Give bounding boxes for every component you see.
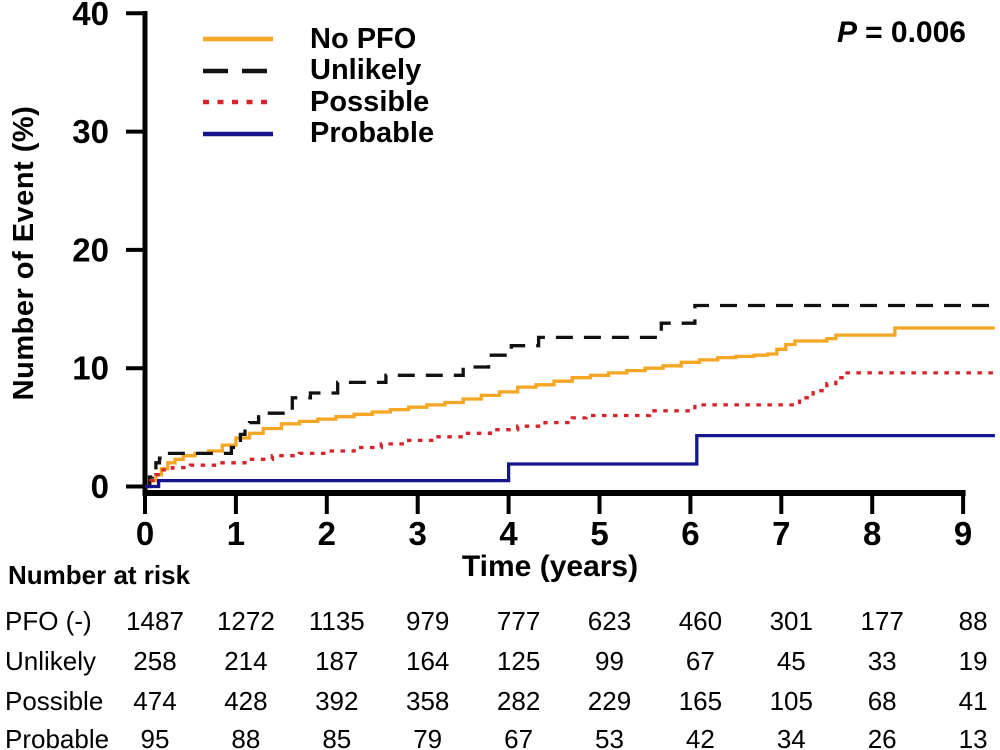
risk-value: 358: [405, 686, 450, 716]
risk-value: 19: [958, 646, 988, 676]
km-plot-canvas: 0 10 20 30 40 0 1 2 3 4 5 6 7 8 9: [72, 0, 995, 552]
risk-value: 1135: [308, 606, 365, 636]
risk-value: 42: [685, 724, 715, 750]
risk-value: 282: [496, 686, 541, 716]
x-tick-label: 7: [772, 515, 790, 552]
risk-row-label-pfo: PFO (-): [5, 606, 92, 636]
x-tick-label: 6: [681, 515, 699, 552]
risk-value: 34: [776, 724, 806, 750]
risk-value: 53: [595, 724, 624, 750]
legend-item-unlikely: Unlikely: [203, 54, 434, 87]
risk-value: 95: [140, 724, 170, 750]
legend-line-sample-probable: [203, 131, 273, 136]
risk-value: 623: [587, 606, 632, 636]
risk-value: 392: [315, 686, 359, 716]
legend-label: No PFO: [310, 22, 417, 55]
risk-value: 164: [405, 646, 450, 676]
risk-value: 85: [322, 724, 352, 750]
risk-value: 26: [867, 724, 897, 750]
x-tick-label: 4: [499, 515, 518, 552]
risk-value: 79: [413, 724, 443, 750]
p-value-symbol: P: [837, 16, 858, 49]
legend-line-sample-unlikely: [203, 68, 273, 73]
risk-value: 979: [405, 606, 450, 636]
risk-value: 187: [315, 646, 359, 676]
risk-row-label-probable: Probable: [5, 724, 110, 750]
risk-value: 105: [769, 686, 813, 716]
y-axis-title: Number of Event (%): [8, 105, 40, 401]
risk-row-label-possible: Possible: [5, 686, 104, 716]
risk-value: 88: [958, 606, 988, 636]
risk-value: 88: [231, 724, 261, 750]
legend-line-sample-possible: [203, 100, 273, 105]
risk-value: 1272: [216, 606, 275, 636]
legend-label: Possible: [310, 85, 430, 118]
risk-value: 460: [678, 606, 723, 636]
risk-value: 68: [867, 686, 897, 716]
x-tick-label: 8: [863, 515, 881, 552]
x-tick-label: 2: [318, 515, 336, 552]
risk-value: 41: [958, 686, 988, 716]
series-line-possible: [145, 371, 995, 489]
y-tick-label: 40: [72, 0, 109, 32]
risk-value: 125: [496, 646, 541, 676]
risk-value: 33: [867, 646, 897, 676]
legend-label: Unlikely: [310, 54, 422, 87]
risk-value: 229: [587, 686, 632, 716]
p-value-number: = 0.006: [865, 16, 966, 49]
risk-value: 1487: [126, 606, 184, 636]
legend-item-probable: Probable: [203, 117, 435, 150]
legend: No PFO Unlikely Possible Probable: [203, 22, 435, 150]
risk-value: 474: [133, 686, 177, 716]
risk-value: 67: [504, 724, 534, 750]
y-tick-label: 30: [72, 113, 109, 150]
risk-value: 428: [224, 686, 268, 716]
risk-row-label-unlikely: Unlikely: [5, 646, 97, 676]
series-line-probable: [145, 433, 995, 489]
x-tick-label: 1: [227, 515, 245, 552]
legend-label: Probable: [310, 117, 435, 150]
y-tick-label: 10: [72, 350, 109, 387]
number-at-risk-title: Number at risk: [8, 560, 191, 590]
x-axis-title: Time (years): [461, 550, 639, 583]
risk-value: 13: [958, 724, 988, 750]
risk-value: 177: [860, 606, 904, 636]
legend-item-possible: Possible: [203, 85, 434, 118]
series-line-unlikely: [145, 303, 995, 489]
risk-value: 67: [685, 646, 715, 676]
risk-value: 258: [133, 646, 177, 676]
x-tick-label: 0: [136, 515, 154, 552]
legend-item-no-pfo: No PFO: [203, 22, 434, 55]
risk-value: 214: [224, 646, 268, 676]
risk-value: 301: [769, 606, 813, 636]
risk-value: 165: [678, 686, 723, 716]
y-tick-label: 20: [72, 231, 109, 268]
risk-value: 99: [595, 646, 624, 676]
p-value-annotation: P = 0.006: [837, 16, 966, 50]
x-tick-label: 5: [590, 515, 608, 552]
x-tick-label: 3: [409, 515, 427, 552]
x-tick-label: 9: [954, 515, 972, 552]
risk-value: 777: [496, 606, 541, 636]
risk-value: 45: [776, 646, 806, 676]
y-tick-label: 0: [91, 468, 109, 505]
legend-line-sample-no-pfo: [203, 37, 273, 42]
